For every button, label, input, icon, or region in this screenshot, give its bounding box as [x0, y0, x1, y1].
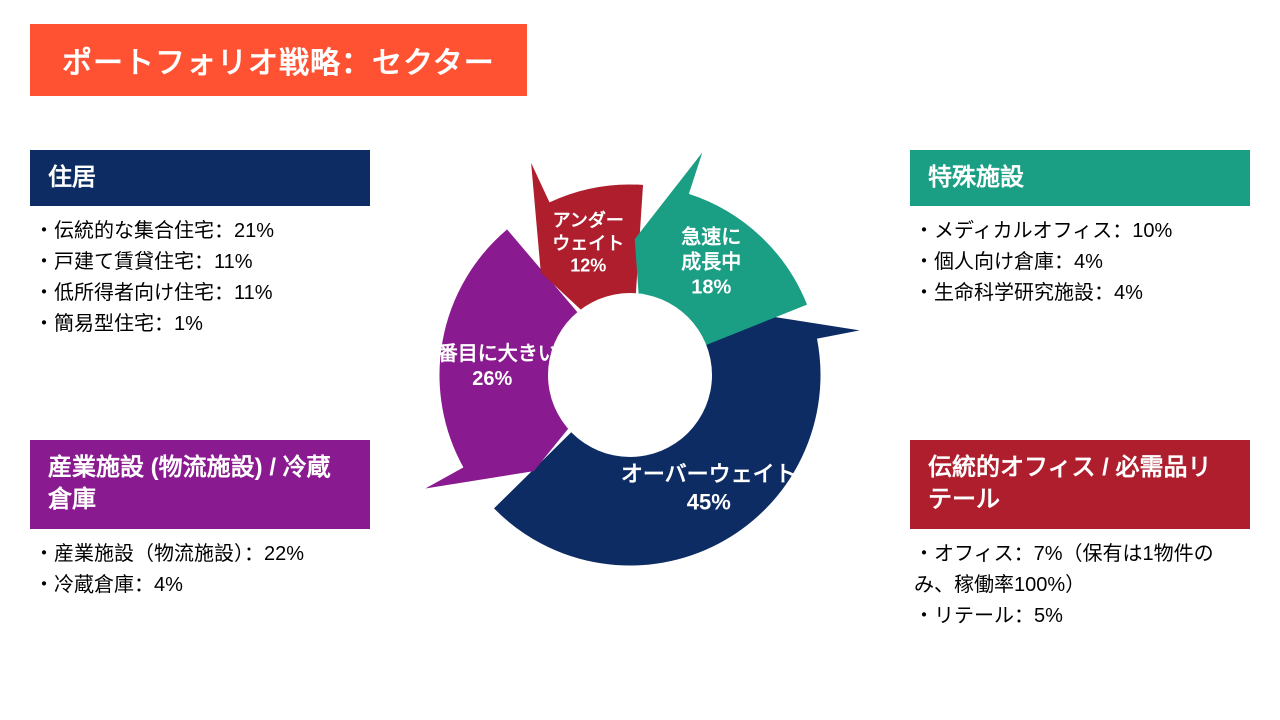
- sector-industrial: 産業施設 (物流施設) / 冷蔵倉庫産業施設（物流施設）：22%冷蔵倉庫：4%: [30, 440, 370, 601]
- sector-item: リテール：5%: [914, 601, 1250, 632]
- donut-label-second: 2番目に大きい26%: [427, 342, 558, 392]
- donut-hole: [548, 293, 712, 457]
- sector-header-specialty: 特殊施設: [910, 150, 1250, 206]
- page-title: ポートフォリオ戦略：セクター: [30, 24, 527, 96]
- sector-items-residential: 伝統的な集合住宅：21%戸建て賃貸住宅：11%低所得者向け住宅：11%簡易型住宅…: [30, 216, 370, 340]
- donut-chart: オーバーウェイト45% 2番目に大きい26% アンダーウェイト12% 急速に成長中18…: [400, 145, 860, 605]
- sector-item: 個人向け倉庫：4%: [914, 247, 1250, 278]
- sector-item: 産業施設（物流施設）：22%: [34, 539, 370, 570]
- sector-item: 低所得者向け住宅：11%: [34, 278, 370, 309]
- sector-item: 戸建て賃貸住宅：11%: [34, 247, 370, 278]
- sector-item: 生命科学研究施設：4%: [914, 278, 1250, 309]
- sector-header-residential: 住居: [30, 150, 370, 206]
- sector-items-specialty: メディカルオフィス：10%個人向け倉庫：4%生命科学研究施設：4%: [910, 216, 1250, 309]
- sector-specialty: 特殊施設メディカルオフィス：10%個人向け倉庫：4%生命科学研究施設：4%: [910, 150, 1250, 309]
- sector-item: メディカルオフィス：10%: [914, 216, 1250, 247]
- donut-label-under: アンダーウェイト12%: [552, 210, 624, 278]
- sector-items-traditional: オフィス：7%（保有は1物件のみ、稼働率100%）リテール：5%: [910, 539, 1250, 632]
- sector-item: オフィス：7%（保有は1物件のみ、稼働率100%）: [914, 539, 1250, 601]
- sector-header-industrial: 産業施設 (物流施設) / 冷蔵倉庫: [30, 440, 370, 529]
- donut-label-overweight: オーバーウェイト45%: [621, 461, 797, 516]
- sector-header-traditional: 伝統的オフィス / 必需品リテール: [910, 440, 1250, 529]
- sector-items-industrial: 産業施設（物流施設）：22%冷蔵倉庫：4%: [30, 539, 370, 601]
- sector-item: 冷蔵倉庫：4%: [34, 570, 370, 601]
- sector-item: 伝統的な集合住宅：21%: [34, 216, 370, 247]
- donut-label-growing: 急速に成長中18%: [681, 226, 741, 301]
- sector-traditional: 伝統的オフィス / 必需品リテールオフィス：7%（保有は1物件のみ、稼働率100…: [910, 440, 1250, 632]
- sector-residential: 住居伝統的な集合住宅：21%戸建て賃貸住宅：11%低所得者向け住宅：11%簡易型…: [30, 150, 370, 340]
- sector-item: 簡易型住宅：1%: [34, 309, 370, 340]
